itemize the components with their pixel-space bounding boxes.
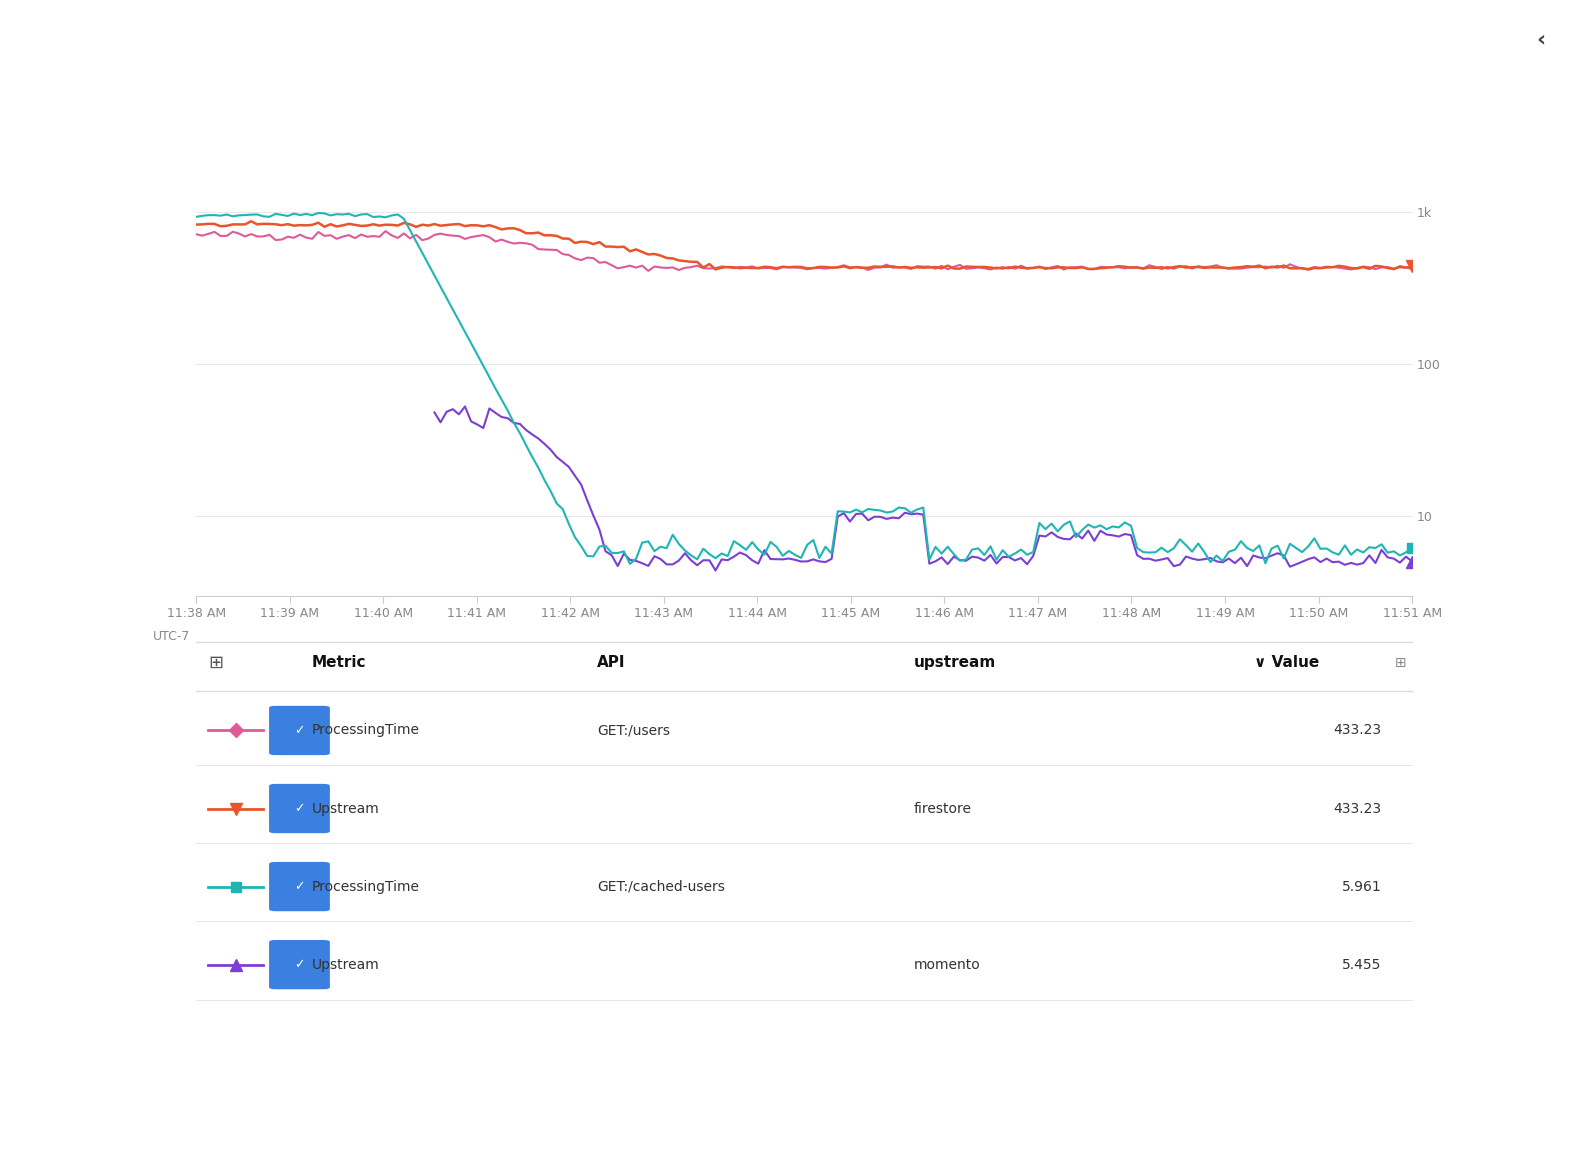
Text: GET:/cached-users: GET:/cached-users bbox=[598, 879, 725, 893]
Text: 5.961: 5.961 bbox=[1341, 879, 1382, 893]
Text: ✓: ✓ bbox=[295, 802, 304, 815]
Text: ProcessingTime: ProcessingTime bbox=[312, 724, 419, 738]
Text: Upstream: Upstream bbox=[312, 802, 380, 815]
Text: Upstream: Upstream bbox=[312, 958, 380, 972]
Text: ✓: ✓ bbox=[295, 724, 304, 737]
FancyBboxPatch shape bbox=[270, 705, 329, 755]
Text: Metric: Metric bbox=[312, 655, 366, 670]
Text: firestore: firestore bbox=[913, 802, 971, 815]
Text: ✓: ✓ bbox=[295, 880, 304, 893]
Text: ProcessingTime: ProcessingTime bbox=[312, 879, 419, 893]
Text: ‹: ‹ bbox=[1536, 29, 1545, 49]
Text: 433.23: 433.23 bbox=[1334, 724, 1382, 738]
Text: API: API bbox=[598, 655, 626, 670]
Text: UTC-7: UTC-7 bbox=[152, 630, 190, 643]
Text: ✓: ✓ bbox=[295, 958, 304, 971]
Text: upstream: upstream bbox=[913, 655, 996, 670]
Text: GET:/users: GET:/users bbox=[598, 724, 670, 738]
FancyBboxPatch shape bbox=[270, 862, 329, 912]
FancyBboxPatch shape bbox=[270, 784, 329, 833]
Text: momento: momento bbox=[913, 958, 981, 972]
FancyBboxPatch shape bbox=[270, 940, 329, 989]
Text: ⊞: ⊞ bbox=[1395, 655, 1406, 669]
Text: 5.455: 5.455 bbox=[1343, 958, 1382, 972]
Text: ⊞: ⊞ bbox=[209, 654, 223, 672]
Text: 433.23: 433.23 bbox=[1334, 802, 1382, 815]
Text: ∨ Value: ∨ Value bbox=[1254, 655, 1320, 670]
